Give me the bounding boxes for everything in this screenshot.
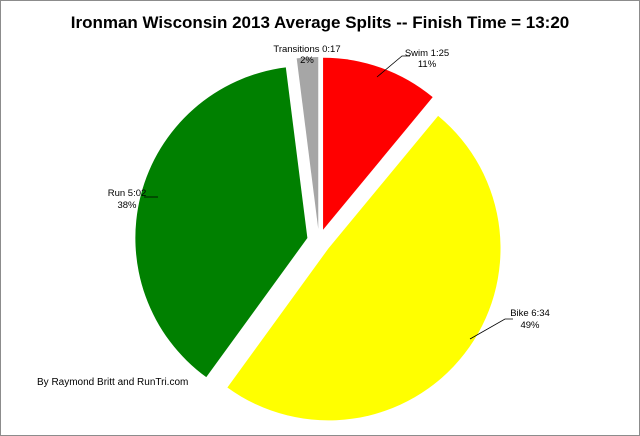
- leader-lines: [144, 55, 513, 340]
- bike-label-percent: 49%: [520, 320, 540, 331]
- bike-label: Bike 6:34 49%: [510, 308, 550, 331]
- transitions-label: Transitions 0:17 2%: [273, 44, 340, 66]
- transitions-label-name: Transitions 0:17: [273, 44, 340, 55]
- bike-leader-line: [469, 318, 513, 340]
- swim-slice: [323, 57, 433, 230]
- transitions-label-percent: 2%: [300, 55, 314, 66]
- bike-slice: [227, 115, 501, 421]
- chart-credit: By Raymond Britt and RunTri.com: [37, 377, 188, 388]
- swim-label: Swim 1:25 11%: [405, 48, 449, 70]
- run-slice: [135, 67, 308, 378]
- swim-label-percent: 11%: [418, 59, 437, 70]
- transitions-slice: [296, 57, 319, 230]
- run-label-name: Run 5:02: [108, 188, 147, 199]
- swim-label-name: Swim 1:25: [405, 48, 449, 59]
- slices-layer: [135, 57, 501, 421]
- run-label-percent: 38%: [117, 200, 137, 211]
- bike-label-name: Bike 6:34: [510, 308, 550, 319]
- run-label: Run 5:02 38%: [108, 188, 147, 211]
- swim-leader-line: [376, 55, 410, 78]
- chart-title: Ironman Wisconsin 2013 Average Splits --…: [71, 13, 570, 32]
